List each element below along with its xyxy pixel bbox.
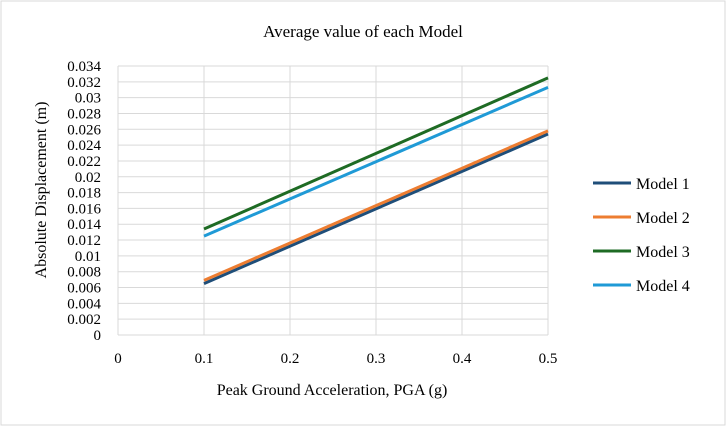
y-tick-label: 0.03: [75, 91, 101, 107]
y-tick-label: 0.02: [75, 170, 101, 186]
y-tick-label: 0.016: [67, 201, 101, 217]
y-tick-label: 0.014: [67, 217, 101, 233]
y-tick-label: 0.026: [67, 122, 101, 138]
legend: Model 1 Model 2 Model 3 Model 4: [593, 176, 690, 295]
horizontal-gridlines: [118, 65, 548, 336]
legend-label: Model 3: [636, 244, 690, 261]
legend-label: Model 2: [636, 210, 690, 227]
y-axis-tick-labels: 00.0020.0040.0060.0080.010.0120.0140.016…: [67, 59, 101, 344]
y-tick-label: 0.004: [67, 296, 101, 312]
x-tick-label: 0.4: [453, 351, 472, 367]
y-tick-label: 0.018: [67, 186, 101, 202]
x-tick-label: 0.2: [281, 351, 300, 367]
y-axis-label: Absolute Displacement (m): [33, 102, 50, 279]
y-tick-label: 0.002: [67, 312, 101, 328]
series-lines: [203, 76, 549, 285]
chart-title: Average value of each Model: [263, 22, 463, 41]
vertical-gridlines: [117, 66, 549, 335]
series-line-model-4: [203, 85, 549, 238]
x-axis-tick-labels: 0 0.1 0.2 0.3 0.4 0.5: [114, 351, 557, 367]
y-tick-label: 0.008: [67, 265, 101, 281]
x-axis-label: Peak Ground Acceleration, PGA (g): [217, 382, 448, 399]
y-tick-label: 0.01: [75, 249, 101, 265]
y-tick-label: 0.034: [67, 59, 101, 75]
legend-label: Model 1: [636, 176, 690, 193]
series-line-model-2: [203, 129, 549, 282]
y-tick-label: 0.028: [67, 106, 101, 122]
y-tick-label: 0.022: [67, 154, 101, 170]
legend-label: Model 4: [636, 278, 690, 295]
x-tick-label: 0: [114, 351, 122, 367]
y-tick-label: 0.024: [67, 138, 101, 154]
y-tick-label: 0.006: [67, 281, 101, 297]
x-tick-label: 0.3: [367, 351, 386, 367]
x-tick-label: 0.1: [195, 351, 214, 367]
y-tick-label: 0.032: [67, 75, 101, 91]
y-tick-label: 0.012: [67, 233, 101, 249]
x-tick-label: 0.5: [539, 351, 558, 367]
series-line-model-1: [203, 132, 549, 285]
series-line-model-3: [203, 76, 549, 231]
y-tick-label: 0: [94, 328, 102, 344]
